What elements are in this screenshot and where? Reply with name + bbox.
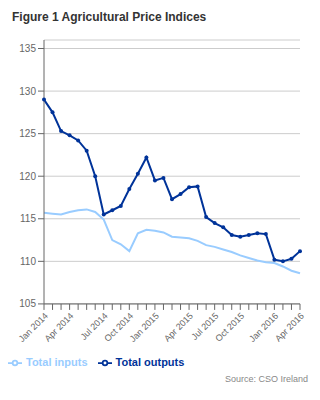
html-text:Source: CSO Ireland: Source: CSO Ireland: [225, 374, 308, 384]
svg-text:Jul 2014: Jul 2014: [78, 310, 110, 342]
svg-text:Jan 2016: Jan 2016: [247, 310, 281, 344]
svg-text:Apr 2016: Apr 2016: [273, 311, 306, 344]
svg-text:105: 105: [19, 298, 36, 309]
html-text:Figure 1 Agricultural Price In: Figure 1 Agricultural Price Indices: [12, 10, 207, 24]
svg-text:115: 115: [20, 213, 36, 224]
svg-text:Jan 2015: Jan 2015: [128, 311, 161, 344]
svg-text:Oct 2014: Oct 2014: [102, 310, 136, 344]
svg-text:125: 125: [19, 128, 36, 139]
svg-text:120: 120: [19, 171, 36, 182]
svg-text:Jan 2014: Jan 2014: [16, 310, 50, 344]
svg-text:135: 135: [19, 43, 36, 54]
html-text:Total inputs: Total inputs: [26, 355, 88, 368]
html-text:Total outputs: Total outputs: [115, 355, 185, 368]
svg-text:Apr 2014: Apr 2014: [43, 311, 76, 344]
svg-text:130: 130: [19, 86, 36, 97]
svg-text:Jul 2015: Jul 2015: [189, 310, 221, 342]
svg-text:Apr 2015: Apr 2015: [162, 311, 195, 344]
svg-text:110: 110: [20, 256, 36, 267]
svg-text:Oct 2015: Oct 2015: [213, 311, 246, 344]
